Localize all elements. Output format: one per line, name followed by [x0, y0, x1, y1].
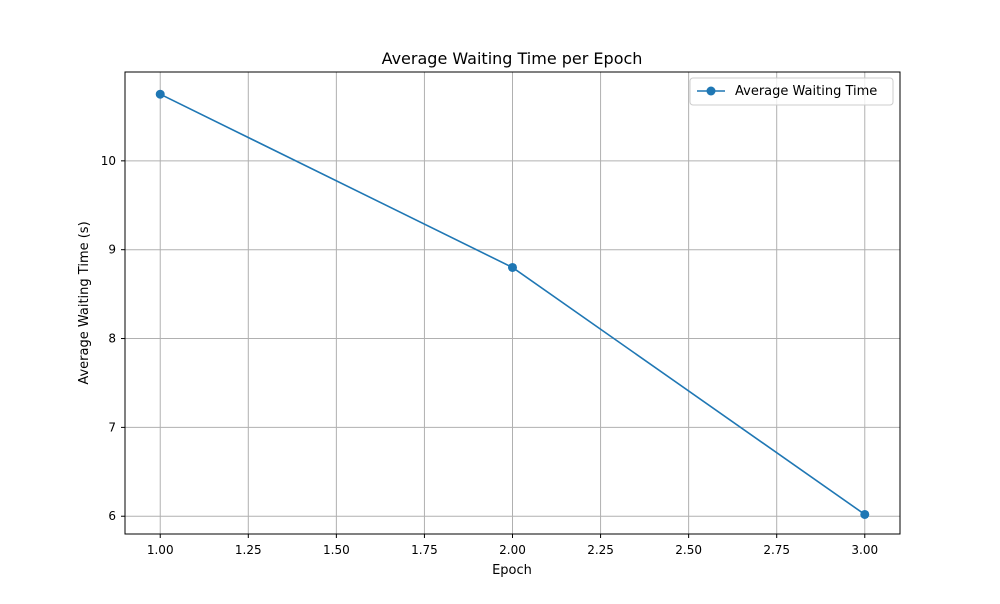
x-tick-label: 2.00	[499, 543, 526, 557]
x-tick-label: 2.25	[587, 543, 614, 557]
data-point	[508, 262, 517, 272]
grid-lines	[125, 72, 900, 534]
y-tick-label: 6	[108, 509, 116, 523]
x-tick-label: 1.25	[235, 543, 262, 557]
x-tick-label: 1.00	[147, 543, 174, 557]
y-tick-label: 7	[108, 420, 116, 434]
data-point	[155, 89, 165, 99]
x-axis-label: Epoch	[492, 563, 532, 578]
y-tick-label: 9	[108, 243, 116, 257]
x-tick-label: 1.75	[411, 543, 438, 557]
x-axis: 1.00 1.25 1.50 1.75 2.00 2.25 2.50 2.75 3.00	[147, 534, 878, 557]
x-tick-label: 1.50	[323, 543, 350, 557]
x-tick-label: 2.75	[763, 543, 790, 557]
y-axis: 6 7 8 9 10	[101, 154, 125, 523]
legend-marker-swatch	[706, 86, 716, 96]
data-point	[860, 509, 870, 519]
x-tick-label: 2.50	[675, 543, 702, 557]
legend: Average Waiting Time	[689, 77, 894, 106]
y-tick-label: 8	[108, 332, 116, 346]
y-axis-label: Average Waiting Time (s)	[77, 221, 92, 384]
y-tick-label: 10	[101, 154, 116, 168]
series-points	[155, 89, 870, 519]
x-tick-label: 3.00	[851, 543, 878, 557]
legend-label: Average Waiting Time	[735, 84, 877, 99]
chart-title: Average Waiting Time per Epoch	[382, 49, 643, 68]
legend-box	[689, 77, 894, 106]
